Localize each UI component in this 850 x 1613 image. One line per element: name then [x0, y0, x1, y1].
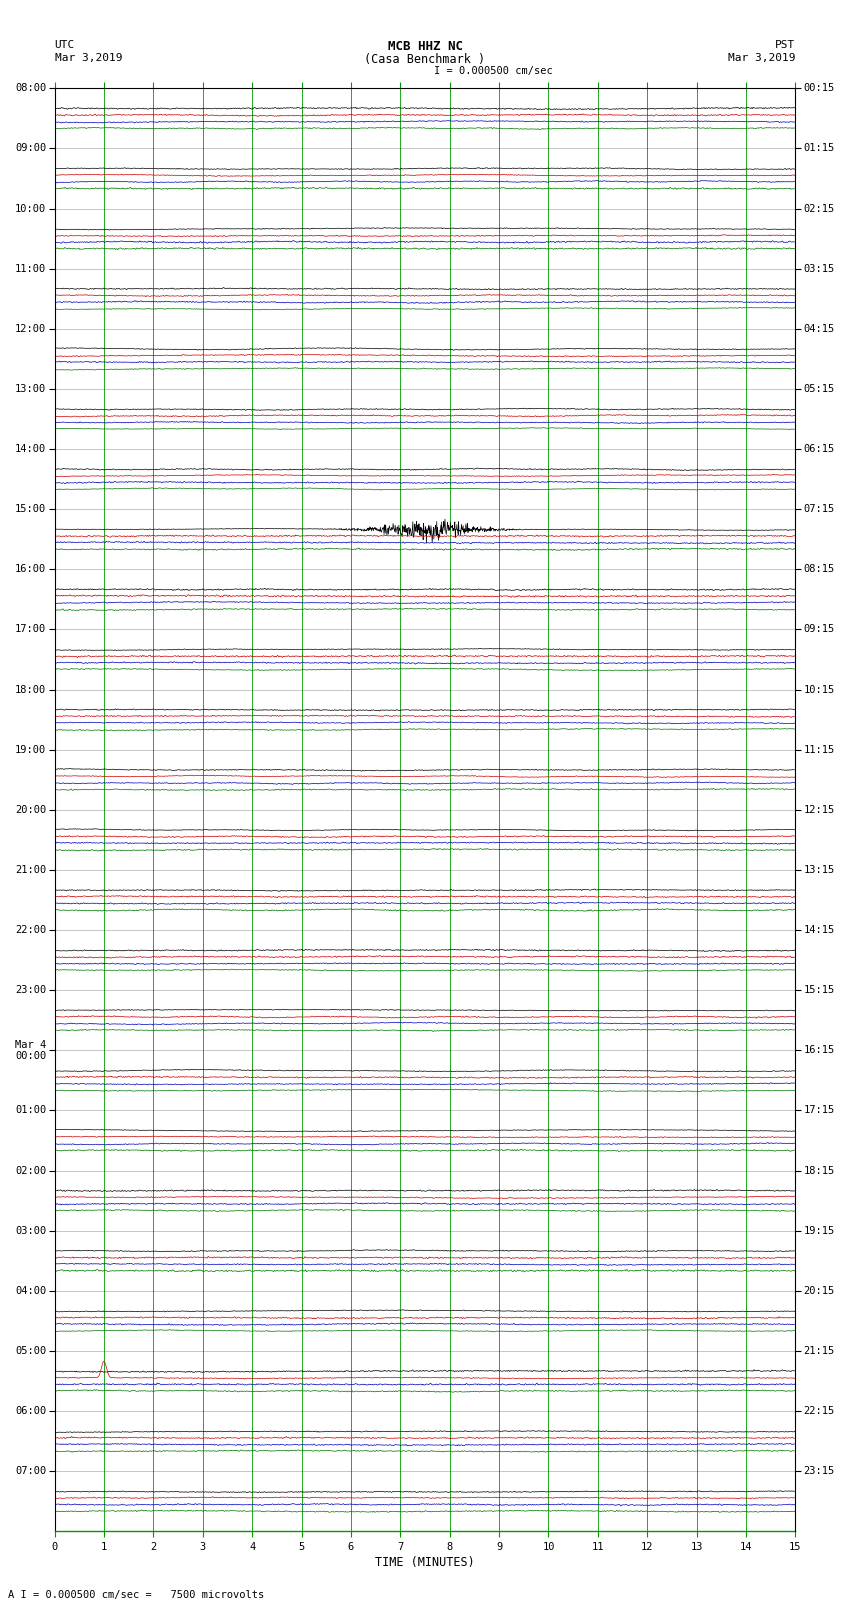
Text: PST: PST — [775, 40, 796, 50]
X-axis label: TIME (MINUTES): TIME (MINUTES) — [375, 1557, 475, 1569]
Text: MCB HHZ NC: MCB HHZ NC — [388, 40, 462, 53]
Text: Mar 3,2019: Mar 3,2019 — [728, 53, 796, 63]
Text: I = 0.000500 cm/sec: I = 0.000500 cm/sec — [434, 66, 552, 76]
Text: (Casa Benchmark ): (Casa Benchmark ) — [365, 53, 485, 66]
Text: UTC: UTC — [54, 40, 75, 50]
Text: A I = 0.000500 cm/sec =   7500 microvolts: A I = 0.000500 cm/sec = 7500 microvolts — [8, 1590, 264, 1600]
Text: Mar 3,2019: Mar 3,2019 — [54, 53, 122, 63]
